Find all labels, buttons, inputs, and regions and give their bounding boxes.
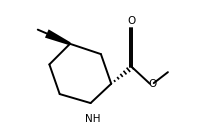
Text: NH: NH	[86, 113, 101, 124]
Text: O: O	[148, 79, 157, 89]
Polygon shape	[45, 29, 71, 45]
Text: O: O	[128, 16, 136, 26]
